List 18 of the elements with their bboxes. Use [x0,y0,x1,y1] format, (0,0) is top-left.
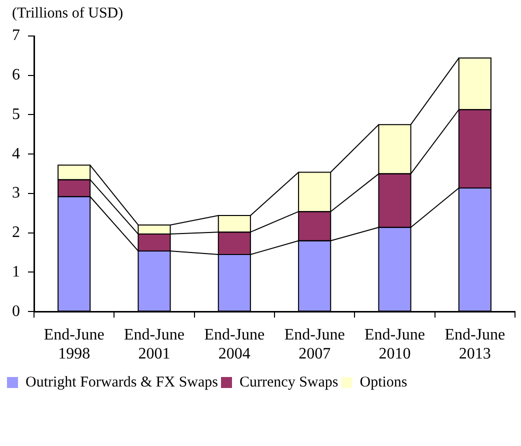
legend-label: Currency Swaps [240,374,338,390]
y-tick-label: 1 [12,263,20,280]
y-tick-label: 6 [12,66,20,84]
y-tick-label: 4 [12,145,20,162]
y-axis-title: (Trillions of USD) [12,5,124,22]
y-tick-label: 7 [12,27,20,44]
y-tick-label: 0 [12,302,20,320]
x-tick-label: End-June 1998 [44,326,104,363]
y-tick-label: 3 [12,184,20,202]
x-tick-label: End-June 2007 [284,326,345,363]
legend-label: Options [360,374,408,390]
y-tick-label: 5 [12,106,20,123]
x-tick-label: End-June 2013 [444,326,506,363]
legend-label: Outright Forwards & FX Swaps [26,374,218,390]
y-tick-label: 2 [12,224,20,242]
x-tick-label: End-June 2010 [364,326,425,363]
x-tick-label: End-June 2001 [124,326,184,363]
x-tick-label: End-June 2004 [204,326,265,363]
